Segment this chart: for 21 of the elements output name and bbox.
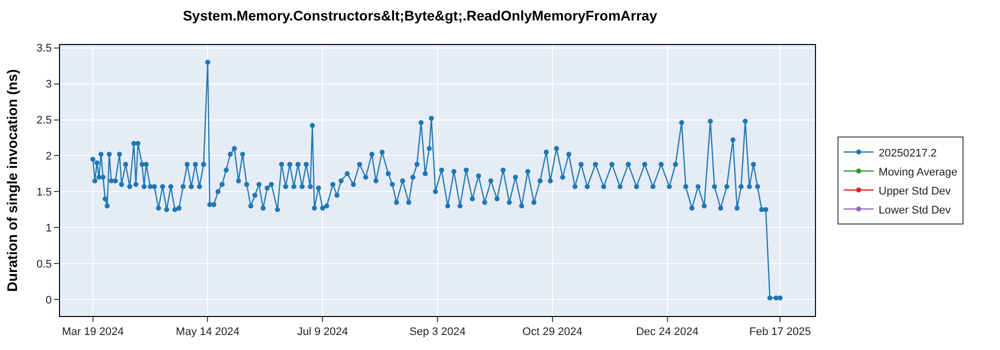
- y-tick-label: 0.5: [36, 258, 52, 270]
- chart-title: System.Memory.Constructors&lt;Byte&gt;.ReadOnlyMemoryFromArray: [182, 7, 658, 24]
- x-tick-label: May 14 2024: [176, 326, 240, 338]
- x-tick-label: Mar 19 2024: [62, 326, 124, 338]
- y-tick-label: 1: [46, 222, 52, 234]
- y-tick-label: 0: [46, 294, 52, 306]
- y-tick-label: 2.5: [36, 114, 52, 127]
- y-axis-title: Duration of single invocation (ns): [4, 69, 20, 292]
- legend-label: 20250217.2: [878, 147, 937, 160]
- x-tick-label: Sep 3 2024: [409, 326, 466, 338]
- x-tick-label: Jul 9 2024: [297, 326, 348, 338]
- y-tick-label: 3: [46, 78, 52, 91]
- legend-label: Moving Average: [878, 166, 958, 178]
- y-tick-label: 2: [46, 150, 52, 163]
- y-tick-label: 1.5: [36, 186, 52, 198]
- legend-label: Upper Std Dev: [878, 185, 952, 198]
- legend-label: Lower Std Dev: [878, 204, 952, 216]
- x-tick-label: Dec 24 2024: [636, 326, 698, 338]
- x-tick-label: Feb 17 2025: [749, 326, 812, 338]
- y-tick-label: 3.5: [36, 42, 52, 55]
- x-tick-label: Oct 29 2024: [522, 326, 582, 338]
